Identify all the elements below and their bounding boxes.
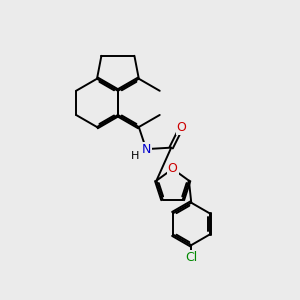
- Text: H: H: [131, 151, 139, 160]
- Text: N: N: [142, 142, 151, 156]
- Text: O: O: [177, 121, 187, 134]
- Text: Cl: Cl: [185, 251, 197, 264]
- Text: O: O: [168, 162, 178, 175]
